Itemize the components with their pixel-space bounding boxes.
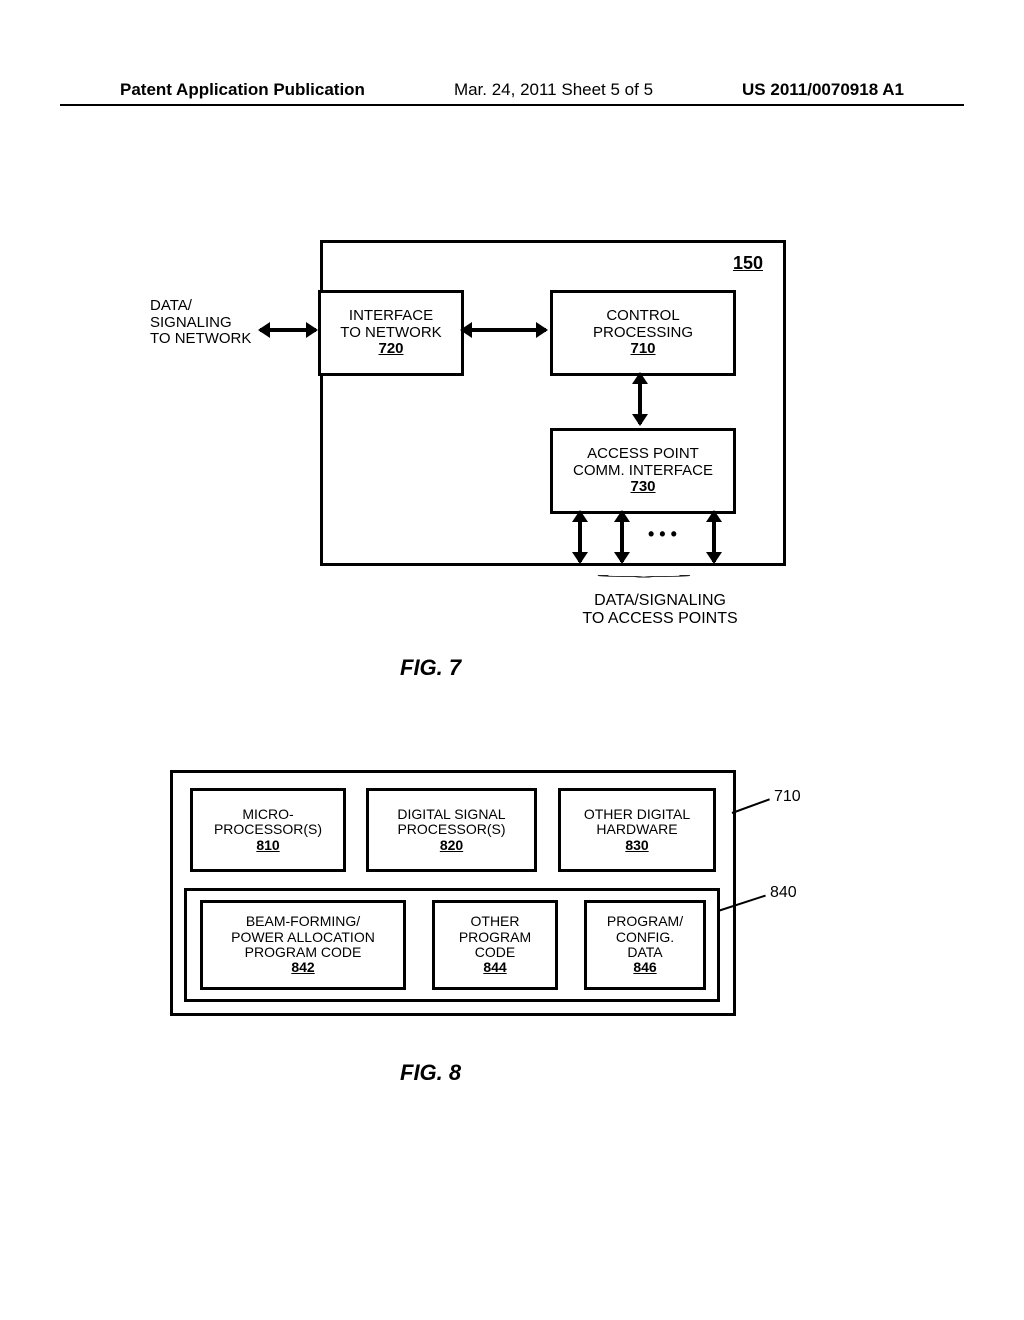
arrow-730-out-1 bbox=[578, 512, 582, 562]
patent-page: Patent Application Publication Mar. 24, … bbox=[0, 0, 1024, 1320]
figure-7: 150 DATA/ SIGNALING TO NETWORK INTERFACE… bbox=[150, 230, 780, 690]
access-point-interface-box: ACCESS POINT COMM. INTERFACE 730 bbox=[550, 428, 736, 514]
other-code-box: OTHER PROGRAM CODE 844 bbox=[432, 900, 558, 990]
config-data-box: PROGRAM/ CONFIG. DATA 846 bbox=[584, 900, 706, 990]
header-right: US 2011/0070918 A1 bbox=[742, 80, 904, 100]
lead-710-label: 710 bbox=[774, 788, 801, 806]
header-mid: Mar. 24, 2011 Sheet 5 of 5 bbox=[454, 80, 653, 100]
fig7-caption: FIG. 7 bbox=[400, 655, 461, 681]
interface-to-network-box: INTERFACE TO NETWORK 720 bbox=[318, 290, 464, 376]
arrow-730-out-2 bbox=[620, 512, 624, 562]
microprocessor-box: MICRO- PROCESSOR(S) 810 bbox=[190, 788, 346, 872]
header-left: Patent Application Publication bbox=[120, 80, 365, 100]
arrow-710-730 bbox=[638, 374, 642, 424]
lead-710-line bbox=[732, 798, 770, 814]
curly-brace: ⏟ bbox=[596, 566, 692, 578]
ref-150: 150 bbox=[733, 253, 763, 274]
header-rule bbox=[60, 104, 964, 106]
ellipsis: • • • bbox=[648, 524, 677, 545]
external-network-label: DATA/ SIGNALING TO NETWORK bbox=[150, 298, 300, 348]
other-hardware-box: OTHER DIGITAL HARDWARE 830 bbox=[558, 788, 716, 872]
arrow-720-710 bbox=[462, 328, 546, 332]
dsp-box: DIGITAL SIGNAL PROCESSOR(S) 820 bbox=[366, 788, 537, 872]
fig8-caption: FIG. 8 bbox=[400, 1060, 461, 1086]
arrow-ext-720 bbox=[260, 328, 316, 332]
figure-8: MICRO- PROCESSOR(S) 810 DIGITAL SIGNAL P… bbox=[170, 770, 810, 1060]
arrow-730-out-3 bbox=[712, 512, 716, 562]
page-header: Patent Application Publication Mar. 24, … bbox=[120, 80, 904, 100]
beamforming-code-box: BEAM-FORMING/ POWER ALLOCATION PROGRAM C… bbox=[200, 900, 406, 990]
control-processing-box: CONTROL PROCESSING 710 bbox=[550, 290, 736, 376]
lead-840-label: 840 bbox=[770, 884, 797, 902]
access-points-label: DATA/SIGNALING TO ACCESS POINTS bbox=[550, 592, 770, 627]
